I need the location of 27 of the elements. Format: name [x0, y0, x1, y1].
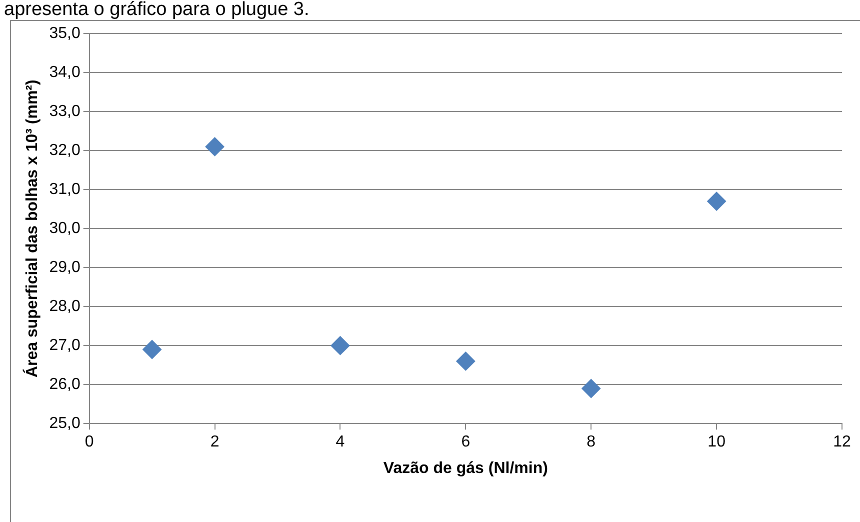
x-tick-label: 4 — [336, 434, 345, 451]
y-tick-label: 35,0 — [49, 25, 80, 42]
y-tick-label: 32,0 — [49, 142, 80, 160]
point — [456, 352, 476, 371]
text: apresenta o gráfico para o plugue 3. — [3, 0, 310, 20]
x-tick-label: 6 — [461, 434, 470, 451]
y-tick-label: 30,0 — [49, 220, 80, 238]
x-tick-label: 0 — [84, 434, 94, 451]
y-tick-label: 25,0 — [49, 415, 80, 432]
x-tick-label: 10 — [708, 434, 726, 451]
y-tick-label: 28,0 — [49, 298, 80, 316]
y-tick-label: 26,0 — [49, 376, 80, 394]
point — [205, 137, 224, 156]
point — [142, 340, 162, 359]
y-tick-label: 34,0 — [49, 64, 80, 82]
x-tick-label: 12 — [833, 434, 851, 451]
x-tick-label: 8 — [586, 434, 596, 451]
y-tick-label: 29,0 — [49, 259, 80, 276]
point — [330, 336, 350, 356]
point — [582, 379, 601, 398]
y-tick-label: 31,0 — [49, 181, 80, 198]
x-tick-label: 2 — [210, 434, 220, 451]
point — [707, 192, 726, 211]
y-axis-title: Área superficial das bolhas x 10³ (mm²) — [22, 80, 42, 378]
x-axis-title: Vazão de gás (Nl/min) — [383, 460, 548, 477]
y-tick-label: 27,0 — [49, 337, 80, 354]
y-tick-label: 33,0 — [49, 103, 80, 120]
